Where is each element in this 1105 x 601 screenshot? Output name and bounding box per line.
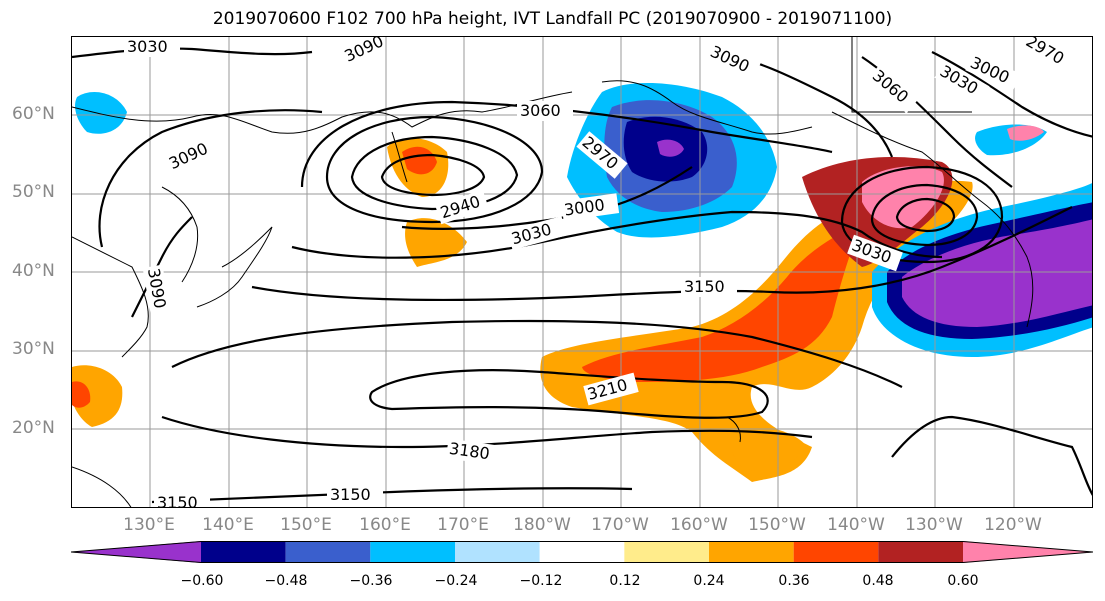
lon-label: 150°E bbox=[280, 515, 332, 535]
contour-3090-west bbox=[98, 109, 323, 248]
ivt-region-siberia-cyan bbox=[75, 92, 127, 134]
ivt-region-kamchatka-red bbox=[402, 146, 437, 175]
contour-label: 3090 bbox=[144, 267, 170, 310]
map-canvas: 3030 3090 3060 2970 2940 3000 3030 3150 … bbox=[72, 37, 1092, 508]
lon-label: 140°W bbox=[827, 515, 885, 535]
colorbar-tick-label: −0.24 bbox=[434, 573, 478, 589]
ivt-region-pacific-red bbox=[582, 222, 862, 382]
colorbar-tick-label: 0.36 bbox=[778, 573, 810, 589]
lon-label: 170°W bbox=[591, 515, 649, 535]
contour-3150-south bbox=[151, 487, 633, 504]
coastlines bbox=[72, 37, 1034, 507]
lon-label: 170°E bbox=[437, 515, 489, 535]
map-panel: 3030 3090 3060 2970 2940 3000 3030 3150 … bbox=[71, 36, 1093, 508]
colorbar-cell bbox=[71, 541, 201, 563]
contour-3030-ne bbox=[931, 51, 1092, 138]
contour-label: 3150 bbox=[330, 485, 371, 504]
lon-label: 120°W bbox=[984, 515, 1042, 535]
contour-gulf-low-2 bbox=[870, 183, 979, 247]
ivt-region-taiwan bbox=[72, 365, 123, 427]
lon-label: 150°W bbox=[748, 515, 806, 535]
colorbar-tick-label: 0.24 bbox=[693, 573, 725, 589]
contour-3030-mid bbox=[291, 210, 943, 259]
graticule bbox=[72, 37, 1092, 507]
contour-label: 3150 bbox=[157, 493, 198, 508]
contour-label: 3060 bbox=[520, 101, 561, 120]
colorbar-cell bbox=[539, 541, 625, 563]
lat-label-20n: 20°N bbox=[12, 418, 55, 438]
lon-label: 140°E bbox=[202, 515, 254, 535]
contour-gulf-low-3 bbox=[895, 197, 956, 233]
contour-label: 3150 bbox=[684, 277, 725, 296]
lon-label: 130°E bbox=[123, 515, 175, 535]
contour-3030-north bbox=[72, 47, 313, 59]
contour-3090-japan bbox=[131, 216, 193, 318]
map-title: 2019070600 F102 700 hPa height, IVT Land… bbox=[212, 9, 893, 29]
colorbar-cell bbox=[878, 541, 963, 563]
colorbar-cell bbox=[624, 541, 709, 563]
colorbar-outline bbox=[71, 541, 1093, 563]
contour-label: 3090 bbox=[341, 37, 386, 66]
colorbar-tick-label: 0.12 bbox=[609, 573, 641, 589]
colorbar-cell bbox=[793, 541, 879, 563]
ivt-region-bering-purple bbox=[657, 139, 684, 157]
lon-label: 180°W bbox=[513, 515, 571, 535]
lon-label: 130°W bbox=[905, 515, 963, 535]
contour-label: 3180 bbox=[448, 439, 491, 463]
contour-low-3 bbox=[380, 153, 486, 197]
ivt-region-gulf-pink bbox=[862, 166, 944, 229]
colorbar-tick-label: 0.60 bbox=[947, 573, 979, 589]
ivt-region-north-pacific-patch bbox=[405, 218, 467, 267]
colorbar-cell bbox=[963, 541, 1093, 563]
lon-label: 160°E bbox=[359, 515, 411, 535]
colorbar-tick-label: −0.36 bbox=[349, 573, 393, 589]
contour-low-1 bbox=[325, 115, 544, 224]
contour-ridge-east bbox=[891, 415, 1092, 496]
ivt-region-taiwan-red bbox=[72, 381, 91, 408]
contour-3180-south bbox=[161, 415, 813, 449]
colorbar-cell bbox=[285, 541, 371, 563]
lat-label-40n: 40°N bbox=[12, 261, 55, 281]
height-contours bbox=[72, 47, 1092, 504]
contour-low-2 bbox=[350, 135, 519, 211]
contour-3180 bbox=[171, 319, 903, 388]
ivt-region-westcoast-purple bbox=[902, 219, 1092, 327]
contour-3210 bbox=[369, 369, 769, 419]
colorbar-tick-label: −0.12 bbox=[519, 573, 563, 589]
colorbar-cell bbox=[201, 541, 286, 563]
contour-label: 3030 bbox=[127, 37, 168, 56]
colorbar-cell bbox=[709, 541, 794, 563]
colorbar-cell bbox=[370, 541, 455, 563]
ivt-negative-shading bbox=[75, 82, 1092, 357]
ivt-positive-shading bbox=[72, 137, 973, 483]
ivt-region-hawaii bbox=[730, 425, 807, 471]
colorbar-tick-label: 0.48 bbox=[862, 573, 894, 589]
lat-label-50n: 50°N bbox=[12, 182, 55, 202]
colorbar-tick-label: −0.60 bbox=[180, 573, 224, 589]
lat-label-30n: 30°N bbox=[12, 339, 55, 359]
ivt-region-bc-pink bbox=[1007, 125, 1044, 141]
contour-labels: 3030 3090 3060 2970 2940 3000 3030 3150 … bbox=[124, 37, 1076, 508]
colorbar-tick-label: −0.48 bbox=[264, 573, 308, 589]
colorbar-cell bbox=[455, 541, 540, 563]
lon-label: 160°W bbox=[670, 515, 728, 535]
colorbar bbox=[71, 541, 1093, 563]
lat-label-60n: 60°N bbox=[12, 104, 55, 124]
contour-label: 3090 bbox=[707, 42, 752, 76]
